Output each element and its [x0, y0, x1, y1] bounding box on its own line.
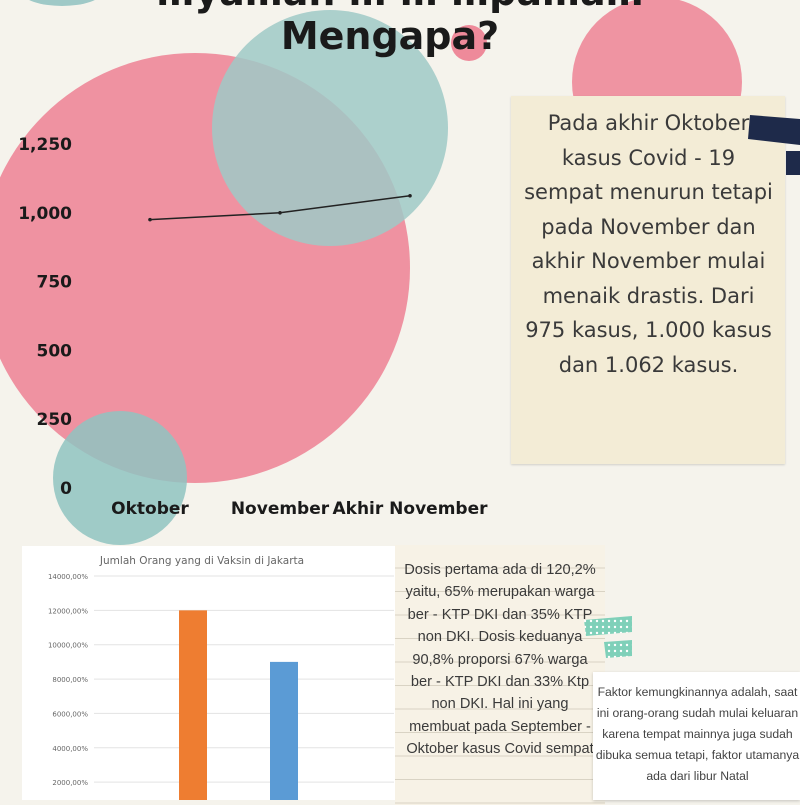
note-faktor: Faktor kemungkinannya adalah, saat ini o… — [593, 672, 800, 800]
y-tick-label: 500 — [37, 341, 73, 361]
navy-tape-lower — [786, 151, 800, 175]
navy-tape — [748, 115, 800, 175]
y-tick-label: 0 — [60, 479, 72, 499]
washi-tape-bottom — [604, 640, 632, 658]
y-tick-label: 14000,00% — [48, 573, 88, 581]
series-line — [149, 194, 411, 221]
x-tick-label: November — [231, 499, 330, 519]
bar — [270, 661, 298, 800]
note-faktor-text: Faktor kemungkinannya adalah, saat ini o… — [595, 685, 800, 783]
x-tick-label: Oktober — [111, 499, 189, 519]
y-tick-label: 750 — [37, 273, 73, 293]
data-point — [148, 217, 152, 222]
washi-tape-top — [584, 616, 632, 636]
y-tick-label: 2000,00% — [52, 779, 88, 787]
small-pink-dot — [451, 25, 487, 61]
y-tick-label: 1,250 — [18, 135, 72, 155]
bar — [179, 610, 207, 800]
y-tick-label: 4000,00% — [52, 745, 88, 753]
bar-chart-panel: Jumlah Orang yang di Vaksin di Jakarta 14… — [22, 546, 397, 800]
note-dosis-text: Dosis pertama ada di 120,2% yaitu, 65% m… — [404, 562, 596, 758]
data-point — [408, 193, 412, 198]
y-tick-label: 250 — [37, 410, 73, 430]
y-tick-label: 8000,00% — [52, 676, 88, 684]
y-tick-label: 6000,00% — [52, 710, 88, 718]
y-tick-label: 12000,00% — [48, 607, 88, 615]
note-dosis: Dosis pertama ada di 120,2% yaitu, 65% m… — [395, 545, 605, 805]
bar-chart-title: Jumlah Orang yang di Vaksin di Jakarta — [99, 555, 304, 567]
note-main-text: Pada akhir Oktober kasus Covid - 19 semp… — [524, 111, 773, 377]
y-tick-label: 1,000 — [18, 204, 72, 224]
data-point — [278, 211, 282, 215]
small-teal-circle — [53, 411, 187, 545]
x-tick-label: Akhir November — [332, 499, 488, 519]
page-title: Mengapa? — [280, 14, 500, 58]
line-chart: 0 250 500 750 1,000 1,250 Oktober November Akhir… — [18, 135, 488, 519]
washi-tape — [584, 616, 632, 658]
note-main: Pada akhir Oktober kasus Covid - 19 semp… — [511, 96, 785, 464]
large-teal-circle — [212, 10, 448, 246]
bar-chart: Jumlah Orang yang di Vaksin di Jakarta 14… — [48, 555, 394, 800]
title-partial: …ya…ah … … …pa…a… — [0, 0, 800, 14]
top-left-teal-shape — [29, 0, 95, 6]
y-tick-label: 10000,00% — [48, 642, 88, 650]
navy-tape-upper — [748, 115, 800, 145]
